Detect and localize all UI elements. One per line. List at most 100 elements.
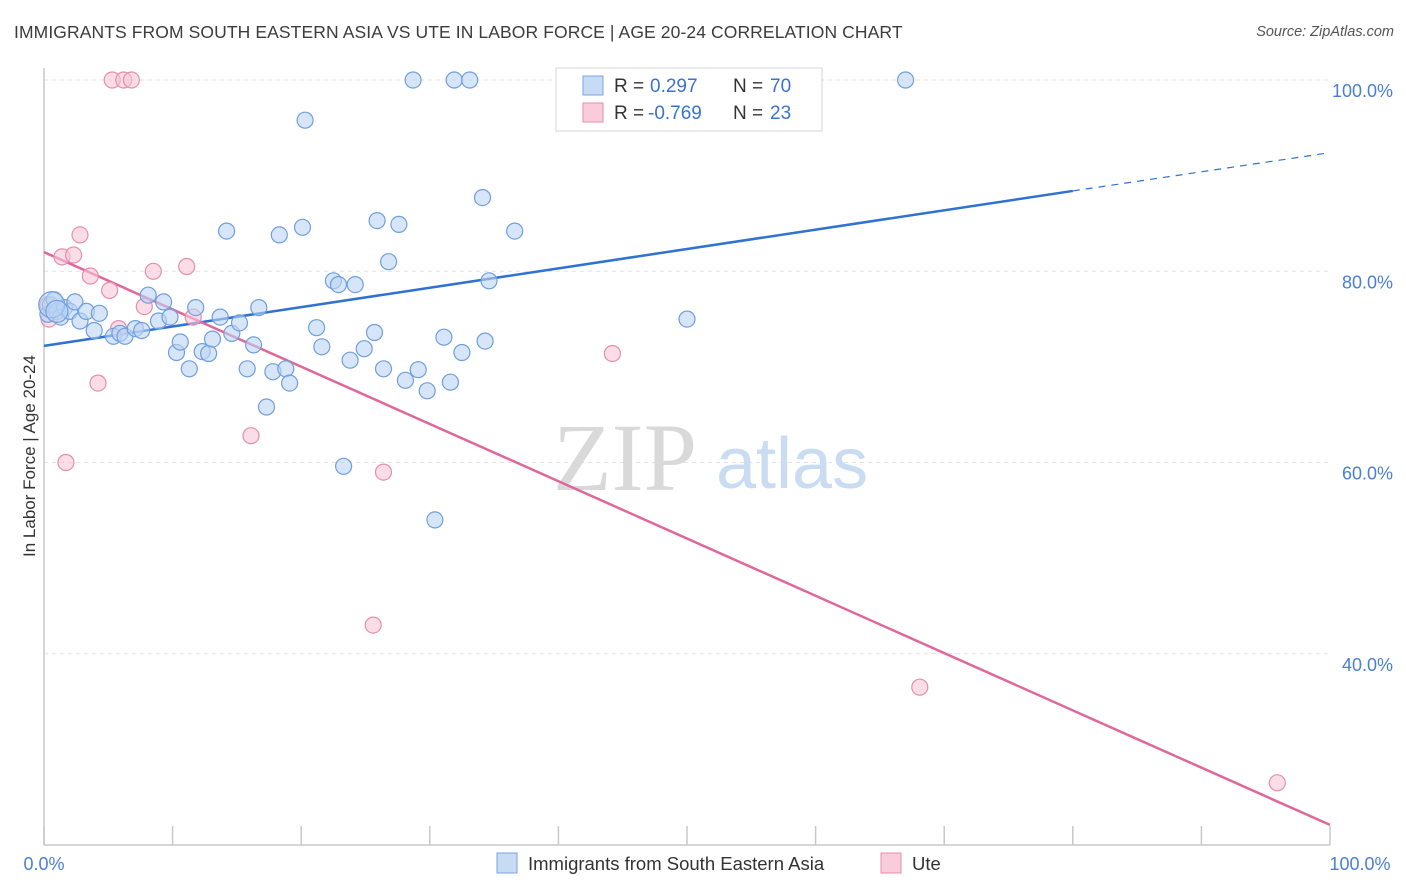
legend-swatch-blue	[582, 75, 604, 96]
legend-n-label-2: N =	[733, 103, 763, 124]
sea-point	[480, 272, 498, 290]
sea-point	[161, 308, 179, 326]
x-tick-label-min: 0.0%	[23, 854, 64, 874]
ute-point	[178, 257, 196, 276]
sea-point	[409, 361, 427, 379]
sea-point	[418, 382, 436, 400]
legend-n-value-1: 70	[770, 76, 791, 97]
grid-layer	[44, 79, 1330, 655]
sea-point	[329, 276, 348, 294]
sea-point	[426, 511, 444, 529]
x-tick-label-max: 100.0%	[1329, 854, 1390, 874]
y-tick-labels: 40.0% 60.0% 80.0% 100.0%	[1332, 81, 1393, 675]
ute-point	[144, 262, 162, 280]
legend-n-label-1: N =	[733, 76, 763, 97]
sea-point	[453, 343, 471, 362]
watermark-atlas: atlas	[716, 424, 868, 504]
series-legend-swatch-pink	[880, 852, 902, 874]
sea-point	[281, 374, 299, 392]
y-tick-label: 100.0%	[1332, 81, 1393, 101]
sea-point	[66, 293, 84, 311]
sea-point	[368, 212, 386, 230]
ute-point	[89, 374, 107, 392]
sea-point	[230, 314, 249, 332]
correlation-legend: R = 0.297 N = 70 R = -0.769 N = 23	[555, 67, 823, 132]
y-tick-label: 80.0%	[1342, 272, 1393, 292]
sea-point	[133, 321, 151, 340]
ute-point	[603, 344, 622, 363]
sea-point	[200, 344, 218, 363]
sea-point	[180, 360, 198, 378]
legend-n-value-2: 23	[770, 103, 791, 124]
legend-r-label-2: R =	[614, 103, 644, 124]
sea-point	[296, 111, 314, 129]
legend-swatch-pink	[582, 102, 604, 123]
chart-title: IMMIGRANTS FROM SOUTH EASTERN ASIA VS UT…	[14, 22, 903, 42]
legend-r-value-1: 0.297	[650, 76, 698, 97]
sea-point	[155, 293, 173, 311]
sea-point	[441, 373, 459, 391]
sea-point	[341, 351, 359, 369]
ute-point	[911, 678, 929, 696]
ute-point	[71, 226, 89, 244]
sea-point	[396, 371, 414, 389]
ute-point	[364, 616, 382, 634]
source-credit: Source: ZipAtlas.com	[1256, 24, 1394, 40]
sea-point	[506, 222, 524, 240]
sea-point	[390, 215, 408, 233]
ute-point	[64, 246, 83, 264]
y-tick-label: 60.0%	[1342, 464, 1393, 484]
sea-point	[473, 189, 492, 207]
sea-point	[187, 299, 205, 317]
ute-point	[100, 281, 119, 299]
sea-point	[380, 253, 398, 271]
ute-point	[81, 267, 99, 285]
sea-point	[445, 71, 463, 89]
sea-point	[374, 360, 393, 378]
sea-point	[476, 332, 494, 350]
sea-point	[203, 330, 222, 348]
ute-point	[242, 427, 260, 445]
sea-point	[139, 286, 157, 304]
ute-point	[374, 463, 393, 481]
legend-r-label-1: R =	[614, 76, 644, 97]
sea-point	[85, 321, 103, 340]
sea-point	[171, 333, 189, 351]
sea-point	[218, 222, 236, 240]
watermark-zip: ZIP	[553, 404, 697, 511]
sea-points	[38, 71, 915, 529]
sea-point-cluster	[45, 299, 69, 324]
sea-point	[346, 276, 364, 294]
sea-point	[245, 336, 263, 354]
sea-point	[355, 340, 373, 358]
ute-point	[122, 71, 140, 89]
sea-trend-extension	[1072, 152, 1331, 192]
series-legend-label-blue: Immigrants from South Eastern Asia	[528, 853, 825, 874]
sea-point	[678, 310, 696, 328]
sea-point	[90, 304, 108, 322]
series-legend-swatch-blue	[496, 852, 518, 874]
watermark: ZIP atlas	[553, 404, 868, 511]
sea-point	[211, 308, 229, 326]
sea-point	[461, 71, 479, 89]
ute-point	[1268, 774, 1286, 792]
ute-point	[57, 453, 75, 472]
sea-point	[335, 457, 353, 475]
sea-point	[896, 71, 915, 89]
sea-point	[365, 323, 384, 342]
sea-point	[435, 328, 453, 346]
sea-point	[404, 71, 422, 89]
y-axis-title: In Labor Force | Age 20-24	[20, 355, 39, 557]
sea-point	[270, 226, 288, 244]
sea-point	[293, 218, 312, 236]
series-legend-label-pink: Ute	[912, 853, 941, 874]
sea-point	[238, 360, 256, 378]
x-tick-labels: 0.0% 100.0%	[23, 854, 1390, 874]
sea-point	[250, 299, 268, 317]
sea-point	[257, 398, 276, 416]
legend-r-value-2: -0.769	[648, 103, 702, 124]
sea-point	[308, 319, 326, 337]
sea-point	[277, 360, 295, 378]
axes-layer	[43, 68, 1331, 846]
